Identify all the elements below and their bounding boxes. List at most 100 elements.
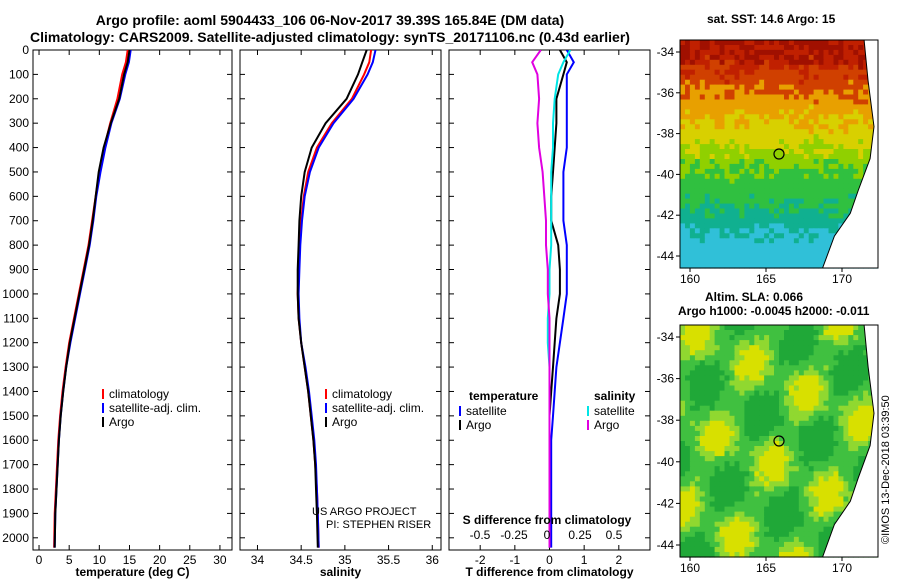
sst-map-cell: [749, 228, 755, 234]
sst-map-cell: [779, 54, 785, 61]
sla-map-cell: [749, 496, 755, 503]
sla-map-cell: [709, 491, 716, 497]
sst-map-cell: [694, 233, 701, 239]
sst-map-cell: [803, 99, 810, 106]
sst-map-cell: [744, 114, 750, 120]
sst-map-cell: [813, 173, 820, 180]
sla-map-cell: [699, 451, 706, 457]
sla-map-cell: [680, 400, 686, 407]
sst-map-cell: [828, 79, 834, 86]
sst-map-cell: [843, 208, 849, 215]
sla-map-cell: [744, 380, 750, 387]
sst-map-cell: [813, 79, 820, 86]
sst-map-cell: [803, 263, 810, 269]
sst-map-cell: [759, 208, 765, 215]
sst-map-cell: [779, 183, 785, 190]
sla-map-cell: [744, 481, 750, 487]
sla-map-cell: [704, 456, 711, 462]
sla-map-cell: [833, 466, 839, 472]
sla-map-cell: [734, 531, 740, 538]
sla-map-cell: [828, 370, 834, 376]
sla-map-cell: [739, 546, 745, 553]
sst-map-cell: [803, 74, 810, 81]
sla-map-cell: [808, 531, 815, 538]
sla-map-cell: [828, 501, 834, 508]
sla-map-cell: [843, 420, 849, 427]
sst-map-cell: [704, 193, 711, 200]
sla-map-cell: [808, 430, 815, 437]
sst-map-cell: [823, 168, 829, 175]
sst-map-cell: [724, 149, 730, 155]
sla-map-cell: [754, 526, 760, 533]
sla-map-cell: [828, 526, 834, 533]
sst-map-cell: [680, 163, 686, 170]
sst-map-cell: [754, 233, 760, 239]
sst-map-cell: [729, 213, 735, 220]
sla-map-cell: [685, 325, 691, 331]
sst-map-cell: [779, 139, 785, 145]
sla-map-cell: [680, 541, 686, 548]
sla-map-cell: [764, 526, 770, 533]
sst-map-cell: [749, 203, 755, 210]
sst-map-cell: [833, 129, 839, 135]
sst-map-cell: [838, 163, 844, 170]
sla-map-cell: [734, 441, 740, 447]
sla-map-cell: [863, 446, 869, 452]
sst-map-cell: [793, 89, 800, 96]
sla-map-cell: [798, 466, 805, 472]
sst-map-cell: [680, 218, 686, 224]
sla-map-cell: [863, 430, 869, 437]
sst-map-cell: [828, 228, 834, 234]
sst-map-cell: [788, 243, 795, 249]
sla-map-cell: [868, 415, 874, 422]
sst-map-cell: [848, 154, 854, 160]
sst-map-cell: [843, 59, 849, 66]
sst-map-cell: [759, 168, 765, 175]
sla-map-cell: [714, 491, 721, 497]
sla-map-cell: [784, 486, 790, 492]
sst-map-cell: [774, 168, 780, 175]
sla-map-cell: [759, 481, 765, 487]
sst-map-cell: [818, 74, 825, 81]
sla-map-cell: [759, 410, 765, 417]
sst-map-cell: [769, 248, 775, 254]
sst-map-cell: [803, 218, 810, 224]
sla-map-cell: [823, 335, 829, 341]
sst-map-cell: [734, 99, 740, 106]
sst-map-cell: [808, 173, 815, 180]
sla-map-cell: [784, 436, 790, 442]
sla-map-cell: [848, 471, 854, 477]
sst-map-cell: [843, 69, 849, 76]
sla-map-cell: [764, 461, 770, 467]
sst-map-cell: [680, 149, 686, 155]
sla-map-cell: [774, 486, 780, 492]
sst-map-cell: [729, 134, 735, 140]
sst-map-cell: [784, 208, 790, 215]
sla-map-cell: [729, 552, 735, 558]
sst-map-cell: [680, 134, 686, 140]
sst-map-cell: [759, 213, 765, 220]
sla-map-cell: [838, 420, 844, 427]
sst-map-cell: [853, 154, 859, 160]
sla-map-cell: [784, 340, 790, 346]
sst-map-cell: [788, 263, 795, 269]
sla-map-cell: [694, 526, 701, 533]
sst-map-cell: [784, 159, 790, 165]
sst-map-cell: [719, 94, 726, 101]
sla-map-cell: [694, 370, 701, 376]
sla-map-cell: [843, 370, 849, 376]
sla-map-cell: [729, 380, 735, 387]
sst-map-cell: [749, 223, 755, 229]
sst-map-cell: [729, 248, 735, 254]
sst-map-cell: [719, 45, 726, 51]
sst-map-cell: [689, 223, 696, 229]
sla-map-cell: [714, 496, 721, 503]
sla-map-cell: [704, 370, 711, 376]
sla-map-cell: [798, 461, 805, 467]
difference-series-salinity-argo: [531, 50, 551, 548]
sla-map-cell: [813, 370, 820, 376]
sla-map-cell: [858, 345, 864, 351]
sst-map-cell: [724, 54, 730, 61]
sla-map-cell: [793, 501, 800, 508]
sst-map-cell: [714, 129, 721, 135]
